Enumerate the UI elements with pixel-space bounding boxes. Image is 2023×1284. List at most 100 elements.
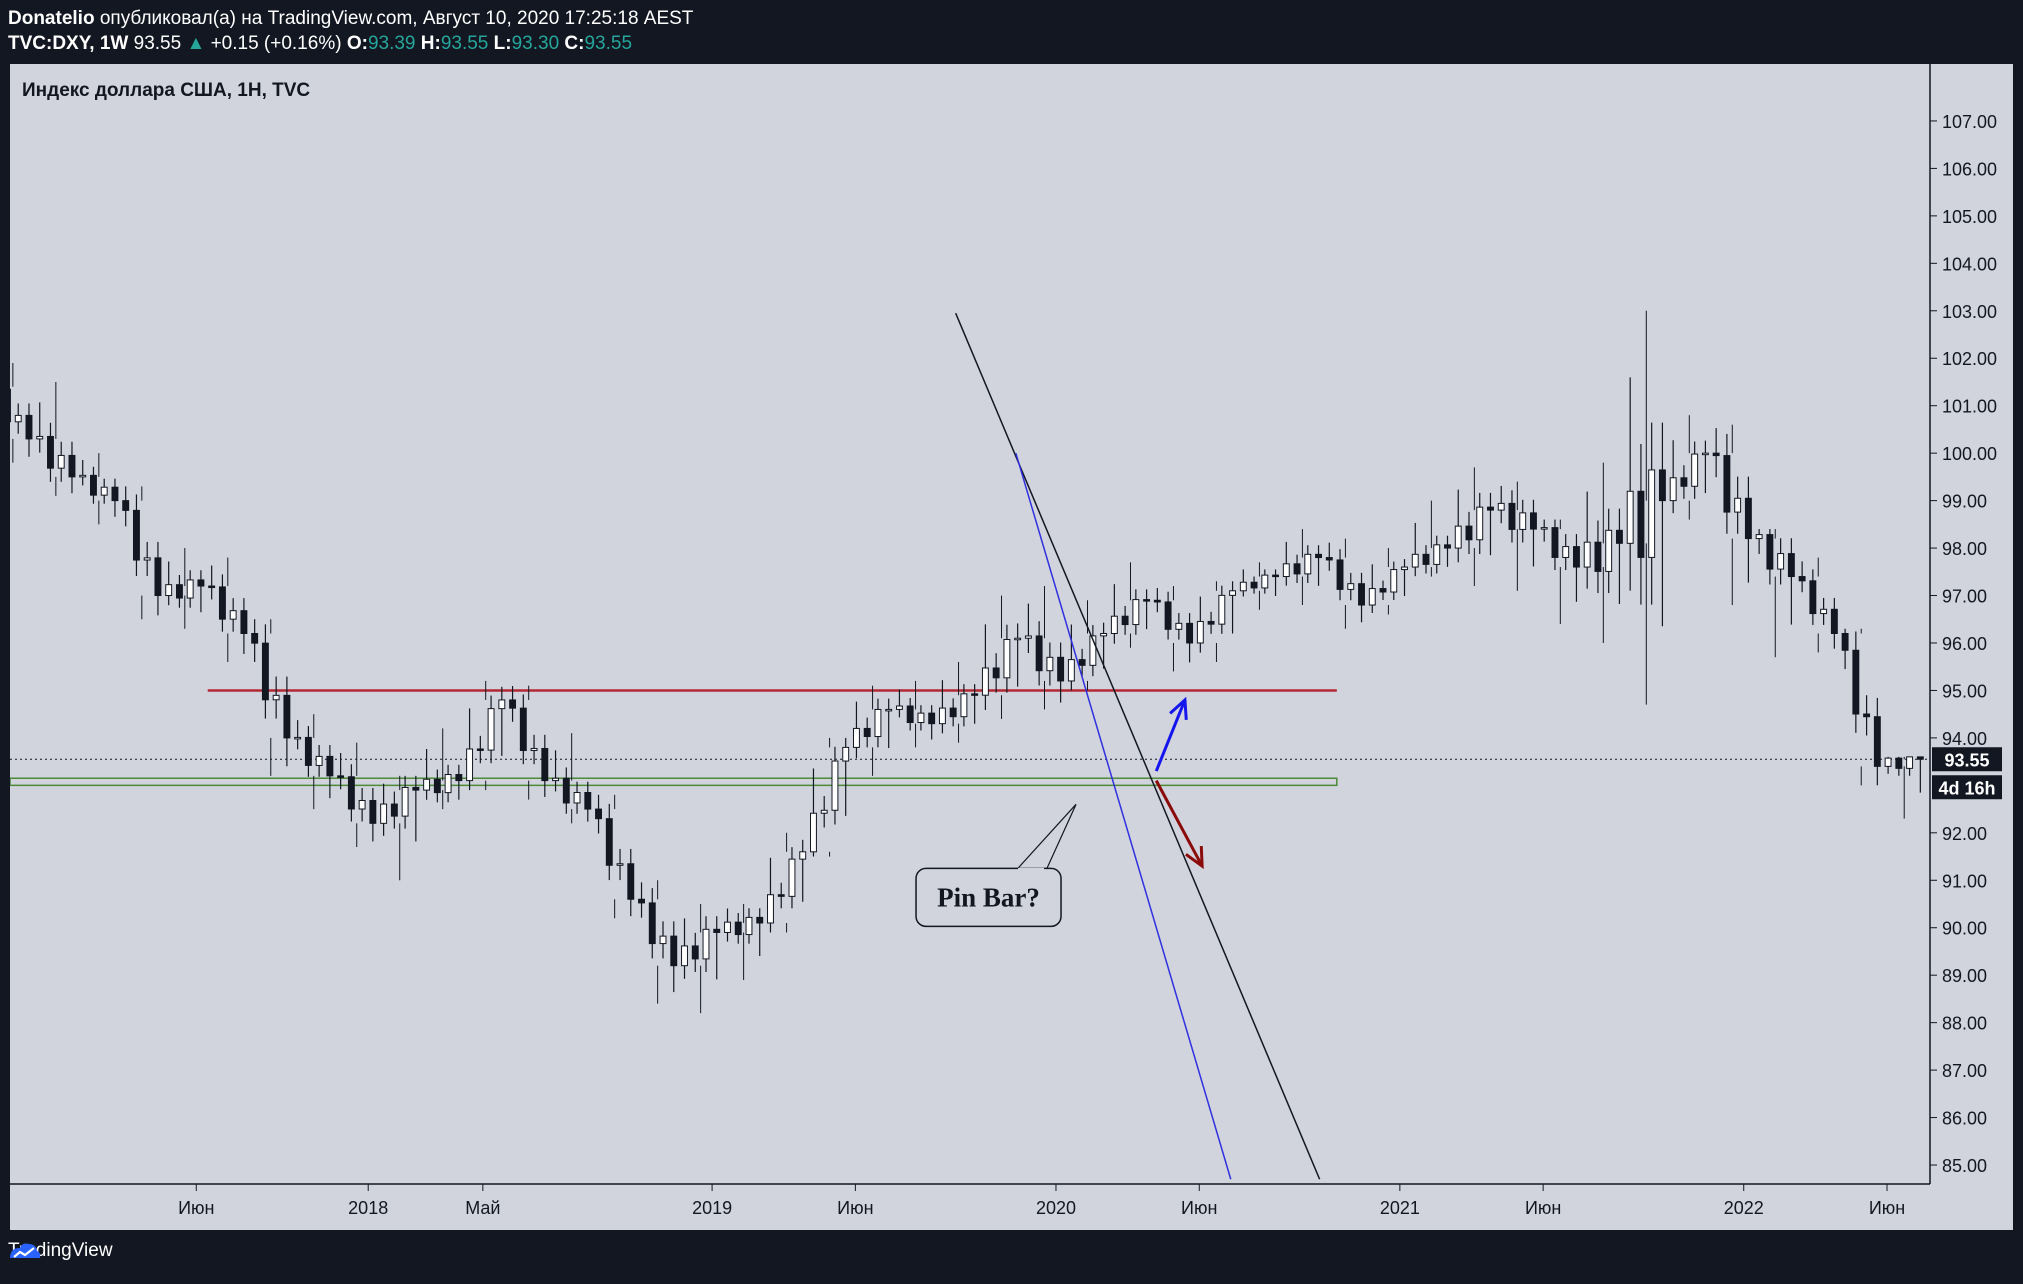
y-tick-label: 100.00 — [1942, 444, 1997, 464]
candle-up — [1701, 452, 1709, 456]
candle-up — [229, 610, 237, 620]
candle-down — [175, 584, 183, 599]
candle-down — [1680, 477, 1688, 487]
candle-up — [1100, 632, 1108, 637]
candle-down — [713, 928, 721, 933]
candle-up — [1540, 527, 1548, 530]
candle-up — [895, 705, 903, 710]
candle-down — [1272, 574, 1280, 578]
x-tick-label: 2019 — [692, 1198, 732, 1218]
candle-up — [1734, 497, 1742, 513]
candle-up — [1777, 553, 1785, 570]
candle-down — [111, 486, 119, 502]
candle-down — [1530, 512, 1537, 530]
candle-down — [1712, 452, 1720, 457]
candle-up — [1024, 635, 1032, 639]
candle-up — [444, 774, 452, 794]
y-tick-label: 85.00 — [1942, 1156, 1987, 1176]
candle-up — [466, 748, 474, 782]
candle-down — [1594, 541, 1602, 572]
y-tick-label: 105.00 — [1942, 207, 1997, 227]
candle-up — [1218, 594, 1226, 625]
candle-down — [337, 775, 345, 778]
author-name[interactable]: Donatelio — [8, 8, 95, 29]
candle-up — [681, 945, 688, 967]
candle-up — [842, 746, 850, 762]
candle-up — [530, 747, 538, 752]
y-tick-label: 96.00 — [1942, 634, 1987, 654]
candle-down — [1863, 713, 1871, 718]
change-arrow-icon: ▲ — [186, 33, 206, 54]
candle-down — [25, 414, 33, 440]
candle-down — [1465, 525, 1473, 541]
chart-title: Индекс доллара США, 1H, TVC — [22, 80, 310, 101]
x-tick-label: 2022 — [1724, 1198, 1764, 1218]
candle-down — [283, 694, 291, 739]
candle-down — [584, 791, 592, 810]
tradingview-logo-icon[interactable] — [8, 1240, 42, 1264]
candle-down — [992, 667, 1000, 679]
support-zone — [10, 777, 1338, 787]
candle-down — [1315, 553, 1322, 559]
candle-up — [799, 851, 807, 860]
candle-up — [57, 454, 65, 469]
candle-down — [1379, 588, 1387, 593]
y-tick-label: 94.00 — [1942, 729, 1987, 749]
candle-down — [605, 818, 613, 866]
down-arrow — [1154, 779, 1204, 867]
x-tick-label: 2021 — [1380, 1198, 1420, 1218]
open-value: 93.39 — [367, 33, 416, 54]
candle-up — [1562, 546, 1570, 558]
candle-down — [971, 693, 979, 696]
candle-up — [1669, 477, 1677, 502]
candle-up — [1067, 659, 1075, 682]
low-value: 93.30 — [511, 33, 560, 54]
candle-up — [1497, 502, 1505, 511]
symbol-info: TVC:DXY, 1W 93.55 ▲ +0.15 (+0.16%) O:93.… — [8, 31, 693, 56]
candle-up — [659, 935, 667, 945]
candle-down — [1336, 559, 1344, 590]
candle-down — [1207, 620, 1215, 625]
candle-down — [1615, 529, 1623, 544]
candle-down — [1637, 490, 1645, 558]
y-tick-label: 97.00 — [1942, 587, 1987, 607]
chart-area[interactable]: Индекс доллара США, 1H, TVC 107.00 106.00… — [10, 64, 2013, 1230]
candle-down — [1551, 527, 1559, 558]
symbol-label[interactable]: TVC:DXY, 1W — [8, 33, 129, 54]
candle-up — [874, 708, 882, 738]
y-tick-label: 107.00 — [1942, 112, 1997, 132]
candle-down — [1916, 756, 1924, 760]
down-arrow-head — [1185, 845, 1204, 870]
countdown-label: 4d 16h — [1938, 778, 1995, 798]
candle-down — [562, 777, 570, 804]
candle-up — [1390, 569, 1398, 593]
candle-down — [304, 736, 312, 766]
candle-up — [810, 812, 817, 853]
x-tick-label: Май — [465, 1198, 500, 1218]
high-label: H: — [420, 33, 441, 54]
candle-up — [938, 707, 946, 725]
candle-up — [767, 894, 774, 924]
candle-down — [326, 755, 334, 777]
x-tick-label: 2018 — [348, 1198, 388, 1218]
candle-down — [154, 557, 162, 597]
candle-down — [1293, 563, 1301, 575]
candle-up — [1261, 574, 1269, 589]
candle-up — [1755, 534, 1763, 540]
candle-down — [47, 435, 54, 469]
candle-up — [380, 803, 388, 824]
candle-down — [1121, 615, 1129, 626]
blue-trendline — [1015, 452, 1232, 1180]
candle-down — [412, 786, 420, 791]
candle-up — [1196, 620, 1204, 644]
candle-down — [197, 579, 205, 587]
annotation-pin-bar: Pin Bar? — [937, 882, 1040, 912]
candle-down — [476, 748, 484, 751]
callout-pointer — [1015, 803, 1077, 871]
candle-up — [1304, 553, 1312, 575]
countdown-label-bg — [1932, 775, 2002, 800]
candlestick-chart[interactable]: Индекс доллара США, 1H, TVC 107.00 106.00… — [10, 64, 2013, 1230]
up-arrow — [1154, 699, 1187, 772]
candle-down — [208, 585, 216, 589]
y-tick-label: 91.00 — [1942, 871, 1987, 891]
